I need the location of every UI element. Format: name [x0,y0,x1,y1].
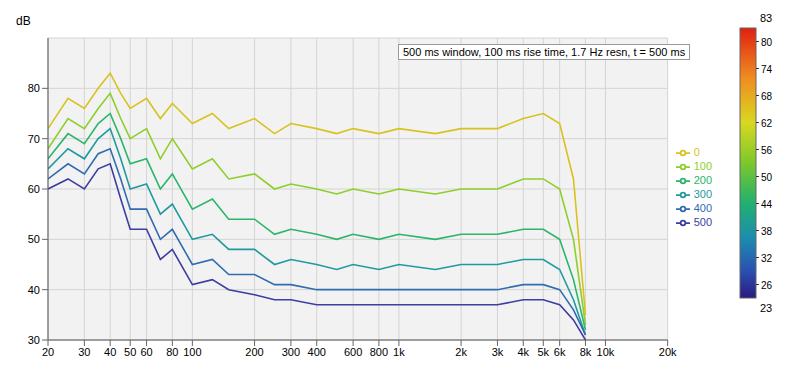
svg-text:100: 100 [183,346,201,358]
svg-text:300: 300 [282,346,300,358]
svg-text:80: 80 [166,346,178,358]
svg-text:23: 23 [760,302,772,314]
svg-text:70: 70 [28,133,40,145]
svg-text:50: 50 [761,172,773,183]
svg-text:83: 83 [760,12,772,24]
svg-text:50: 50 [124,346,136,358]
html-text:0: 0 [693,145,700,158]
svg-text:44: 44 [761,199,773,210]
svg-text:50: 50 [28,233,40,245]
html-text:500 ms window, 100 ms rise tim: 500 ms window, 100 ms rise time, 1.7 Hz … [403,46,686,58]
svg-text:60: 60 [28,183,40,195]
svg-text:80: 80 [761,37,773,48]
svg-text:20: 20 [42,346,54,358]
svg-text:600: 600 [344,346,362,358]
svg-text:4k: 4k [517,346,529,358]
svg-text:38: 38 [761,226,773,237]
svg-text:74: 74 [761,64,773,75]
html-text:300: 300 [693,188,712,200]
svg-text:20k: 20k [659,346,677,358]
html-text:200: 200 [693,173,712,186]
svg-text:68: 68 [761,91,773,102]
html-text:100: 100 [693,159,712,172]
svg-text:60: 60 [140,346,152,358]
svg-text:8k: 8k [580,346,592,358]
html-text:500: 500 [693,216,712,229]
svg-text:56: 56 [761,145,773,156]
svg-text:5k: 5k [537,346,549,358]
svg-text:6k: 6k [554,346,566,358]
svg-text:40: 40 [104,346,116,358]
svg-text:200: 200 [245,346,263,358]
svg-text:26: 26 [761,280,773,291]
html-text:400: 400 [693,202,712,215]
svg-text:1k: 1k [393,346,405,358]
svg-text:3k: 3k [492,346,504,358]
svg-text:10k: 10k [597,346,615,358]
html-text:dB: dB [16,14,31,28]
svg-text:30: 30 [28,334,40,346]
svg-text:30: 30 [78,346,90,358]
svg-text:400: 400 [308,346,326,358]
svg-text:62: 62 [761,118,773,129]
svg-text:40: 40 [28,284,40,296]
svg-text:32: 32 [761,253,773,264]
svg-text:80: 80 [28,82,40,94]
svg-text:2k: 2k [455,346,467,358]
svg-text:800: 800 [370,346,388,358]
